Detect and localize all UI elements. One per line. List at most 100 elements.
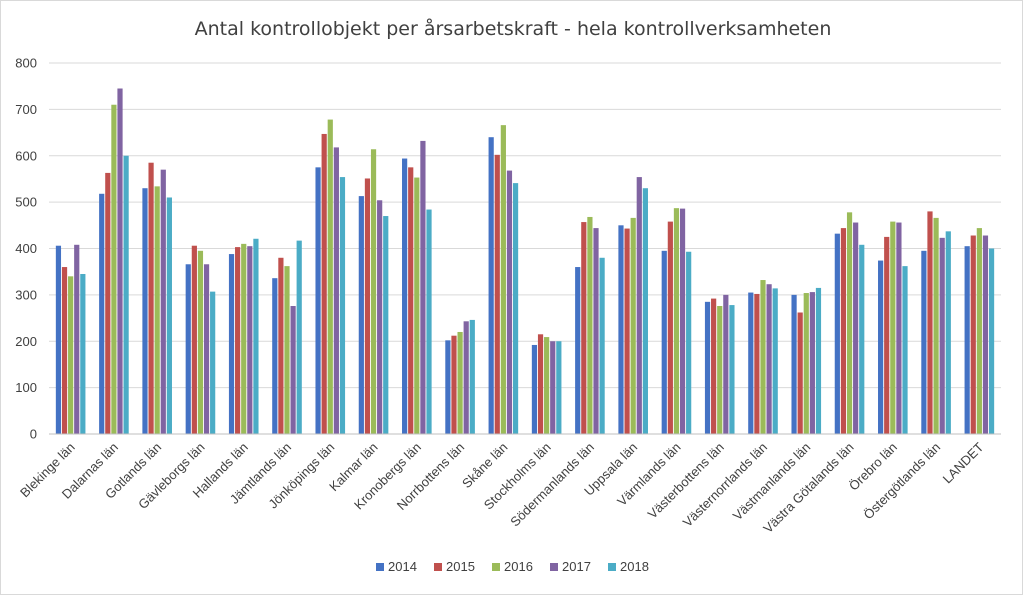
bar-2016-7 xyxy=(370,149,377,434)
bar-2014-4 xyxy=(228,254,235,434)
bar-2014-7 xyxy=(358,196,364,434)
bar-2017-12 xyxy=(593,228,599,434)
legend-swatch-2014 xyxy=(376,563,384,571)
bar-2016-2 xyxy=(154,186,160,434)
bar-2017-11 xyxy=(550,341,556,434)
bar-2015-2 xyxy=(148,162,154,435)
bar-2014-18 xyxy=(834,233,840,434)
bar-2014-5 xyxy=(272,278,278,434)
y-tick-label: 0 xyxy=(30,427,37,442)
bar-2016-15 xyxy=(717,306,723,434)
bar-2016-17 xyxy=(803,293,809,434)
bar-2015-12 xyxy=(581,222,587,434)
bar-2015-16 xyxy=(754,293,760,434)
bar-2014-14 xyxy=(661,250,667,434)
bar-2014-20 xyxy=(921,250,927,434)
bar-2017-1 xyxy=(117,88,123,434)
bar-2016-8 xyxy=(414,177,420,434)
bar-2014-16 xyxy=(748,292,754,434)
y-axis-ticks: 0 100 200 300 400 500 600 700 800 xyxy=(15,56,37,442)
bar-2016-19 xyxy=(890,221,896,434)
bar-2015-19 xyxy=(884,236,890,434)
bar-2018-4 xyxy=(253,238,259,434)
bar-2018-2 xyxy=(166,197,172,434)
bar-2017-10 xyxy=(506,170,513,434)
bar-2016-10 xyxy=(500,125,506,434)
x-category-label: Västerbottens län xyxy=(645,440,727,522)
bar-2018-16 xyxy=(772,288,778,434)
legend: 2014 2015 2016 2017 2018 xyxy=(376,559,649,574)
bar-2018-13 xyxy=(642,188,648,434)
bar-2016-3 xyxy=(197,250,204,434)
legend-label-2014: 2014 xyxy=(388,559,417,574)
bar-2015-8 xyxy=(408,167,414,434)
bar-2016-14 xyxy=(673,208,680,434)
bar-2018-15 xyxy=(729,305,735,434)
bar-2014-3 xyxy=(185,264,191,434)
bar-2015-17 xyxy=(797,312,803,434)
bar-2017-9 xyxy=(463,321,469,434)
legend-swatch-2018 xyxy=(608,563,616,571)
legend-label-2015: 2015 xyxy=(446,559,475,574)
bar-2015-9 xyxy=(451,335,457,434)
bar-2014-10 xyxy=(488,137,494,434)
bar-2014-9 xyxy=(445,340,451,434)
bar-2017-2 xyxy=(160,169,166,434)
bar-2014-2 xyxy=(142,188,148,434)
bar-2016-16 xyxy=(760,280,766,434)
bar-2017-0 xyxy=(74,244,80,434)
bar-2015-18 xyxy=(840,228,847,434)
bar-2016-1 xyxy=(111,104,117,435)
bar-2018-12 xyxy=(599,257,605,434)
bar-2015-6 xyxy=(321,133,327,435)
bar-2017-15 xyxy=(723,294,729,434)
bar-2016-4 xyxy=(241,243,247,434)
bar-2016-0 xyxy=(68,276,74,434)
y-tick-label: 500 xyxy=(15,195,37,210)
bar-2015-5 xyxy=(278,257,284,434)
bar-2014-6 xyxy=(315,167,321,434)
x-category-label: Östergötlands län xyxy=(861,440,944,523)
bar-2015-7 xyxy=(364,178,371,434)
legend-swatch-2015 xyxy=(434,563,442,571)
y-tick-label: 400 xyxy=(15,241,37,256)
bar-2018-19 xyxy=(902,266,908,434)
bar-2014-8 xyxy=(402,158,408,434)
y-tick-label: 700 xyxy=(15,102,37,117)
bar-2015-0 xyxy=(61,267,68,434)
y-tick-label: 300 xyxy=(15,287,37,302)
bar-2017-20 xyxy=(939,237,945,434)
bar-2014-17 xyxy=(791,294,797,434)
bar-2014-15 xyxy=(704,301,711,434)
bar-2015-14 xyxy=(667,221,673,434)
bar-2018-21 xyxy=(988,248,995,434)
bar-2015-10 xyxy=(494,154,500,434)
bar-2017-3 xyxy=(203,264,210,434)
x-category-label: LANDET xyxy=(940,439,987,486)
bar-2016-13 xyxy=(630,217,636,434)
y-tick-label: 100 xyxy=(15,380,37,395)
bar-2018-18 xyxy=(859,244,865,434)
bar-2017-5 xyxy=(290,306,296,434)
bar-2014-13 xyxy=(618,225,624,434)
x-category-label: Västmanlands län xyxy=(730,440,814,524)
bar-2018-1 xyxy=(123,155,129,434)
bar-2015-20 xyxy=(927,211,933,434)
bar-2018-3 xyxy=(210,291,216,434)
bar-2016-18 xyxy=(846,212,853,434)
bar-2016-6 xyxy=(327,119,333,434)
bar-2018-6 xyxy=(339,177,346,434)
bar-2015-1 xyxy=(105,172,111,434)
bar-2018-11 xyxy=(556,341,562,434)
bar-2014-12 xyxy=(575,267,581,434)
legend-label-2018: 2018 xyxy=(620,559,649,574)
legend-swatch-2017 xyxy=(550,563,558,571)
bar-2017-18 xyxy=(853,222,859,434)
bar-2015-15 xyxy=(711,298,717,434)
bar-2017-14 xyxy=(679,208,686,434)
legend-label-2017: 2017 xyxy=(562,559,591,574)
bars xyxy=(55,88,995,435)
bar-2017-19 xyxy=(896,222,902,434)
